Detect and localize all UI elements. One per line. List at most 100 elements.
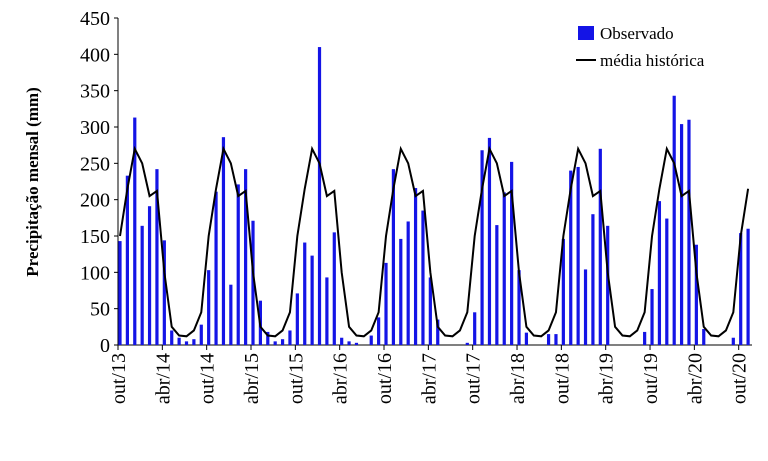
x-tick-label: out/18 (551, 353, 573, 404)
bar (679, 124, 684, 346)
bar (413, 188, 418, 345)
bar (199, 324, 203, 345)
x-tick-label: abr/14 (152, 353, 174, 404)
legend-swatch (578, 26, 594, 40)
bar (554, 334, 558, 345)
y-tick-label: 250 (80, 153, 110, 175)
bar (428, 277, 432, 345)
bar (192, 339, 196, 345)
legend-label: Observado (600, 24, 674, 43)
y-axis-label: Precipitação mensal (mm) (23, 87, 42, 276)
bar (244, 169, 248, 345)
bar (487, 137, 492, 345)
y-tick-label: 450 (80, 8, 110, 30)
bar (495, 225, 499, 345)
bar (702, 329, 706, 345)
y-tick-label: 100 (80, 262, 110, 284)
bar (155, 169, 159, 345)
bar (325, 277, 329, 345)
bar (436, 319, 440, 345)
x-tick-label: out/19 (640, 353, 662, 404)
bar (502, 192, 506, 345)
bar (561, 238, 565, 345)
x-tick-label: abr/16 (330, 353, 352, 404)
bar (576, 166, 580, 345)
y-tick-label: 350 (80, 81, 110, 103)
x-tick-label: out/16 (374, 353, 396, 404)
bar (310, 255, 314, 345)
bar (140, 225, 144, 345)
bar (650, 289, 654, 345)
bar (598, 148, 602, 345)
bar (687, 119, 691, 345)
bar (214, 191, 218, 345)
y-tick-label: 150 (80, 226, 110, 248)
x-tick-label: out/13 (108, 353, 130, 404)
y-tick-label: 50 (90, 299, 110, 321)
legend-label: média histórica (600, 51, 705, 70)
x-tick-label: abr/15 (241, 353, 263, 404)
bar (266, 331, 270, 345)
bar (377, 317, 381, 345)
y-tick-label: 0 (100, 335, 110, 357)
bar (369, 335, 373, 345)
bar (303, 242, 307, 345)
bar (354, 342, 359, 345)
bar (694, 244, 698, 345)
bar (347, 341, 351, 345)
bar (406, 221, 410, 345)
bar (517, 270, 521, 345)
bar (510, 161, 514, 345)
x-tick-label: out/20 (729, 353, 751, 404)
bar (746, 228, 750, 345)
bar (177, 337, 181, 345)
bar (546, 334, 551, 345)
y-tick-label: 400 (80, 44, 110, 66)
bar (184, 341, 189, 345)
bar (591, 214, 595, 345)
bar (125, 175, 129, 345)
bar (473, 312, 477, 345)
bar (340, 337, 344, 345)
bar (465, 342, 469, 345)
bar (583, 269, 588, 345)
bar (207, 270, 211, 345)
bar (133, 117, 137, 345)
bar (731, 337, 735, 345)
x-tick-label: abr/17 (418, 353, 440, 404)
bar (569, 170, 573, 345)
bar (221, 137, 226, 345)
bar (229, 284, 233, 345)
bar (317, 47, 322, 346)
bar (295, 293, 299, 345)
x-tick-label: out/14 (197, 353, 219, 404)
x-tick-label: abr/20 (684, 353, 706, 404)
bar (672, 95, 676, 346)
bar (288, 330, 292, 345)
bar (384, 262, 388, 345)
bar (118, 241, 122, 345)
line (119, 145, 750, 338)
bar (332, 232, 336, 345)
bar (524, 332, 529, 345)
bar (391, 169, 396, 345)
bar (162, 240, 166, 345)
bar (657, 201, 662, 345)
bar (147, 206, 152, 345)
x-tick-label: out/17 (463, 353, 485, 404)
bar (739, 233, 743, 345)
bar (480, 150, 484, 345)
bar (665, 218, 669, 345)
bar (280, 339, 285, 345)
bar (251, 220, 255, 345)
y-tick-label: 300 (80, 117, 110, 139)
y-tick-label: 200 (80, 190, 110, 212)
bar (273, 341, 277, 345)
x-tick-label: abr/18 (507, 353, 529, 404)
x-tick-label: out/15 (285, 353, 307, 404)
bar (399, 238, 403, 345)
bar (170, 330, 174, 345)
bar (643, 331, 647, 345)
bar (236, 184, 240, 345)
